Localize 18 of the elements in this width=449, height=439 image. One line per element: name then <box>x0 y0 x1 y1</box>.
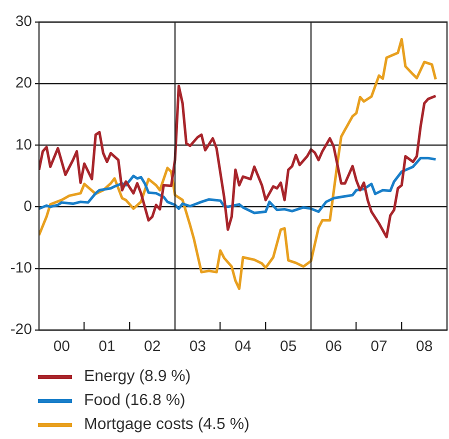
legend-label: Food (16.8 %) <box>84 392 186 410</box>
y-tick-label: -10 <box>10 260 32 277</box>
y-tick-label: 10 <box>15 136 32 154</box>
legend-label: Mortgage costs (4.5 %) <box>84 416 250 434</box>
x-tick-label: 07 <box>370 338 388 356</box>
x-tick-label: 04 <box>234 338 252 356</box>
legend-label: Energy (8.9 %) <box>84 368 191 386</box>
x-tick-label: 01 <box>98 338 116 356</box>
x-tick-label: 05 <box>280 338 297 356</box>
x-tick-label: 00 <box>53 338 70 356</box>
x-tick-label: 03 <box>189 338 206 356</box>
x-tick-label: 06 <box>325 338 342 356</box>
x-tick-label: 08 <box>416 338 433 356</box>
x-tick-label: 02 <box>144 338 161 356</box>
y-tick-label: 20 <box>15 74 32 92</box>
y-tick-label: 0 <box>24 198 32 215</box>
y-tick-label: -20 <box>10 321 32 338</box>
y-tick-label: 30 <box>15 13 32 30</box>
